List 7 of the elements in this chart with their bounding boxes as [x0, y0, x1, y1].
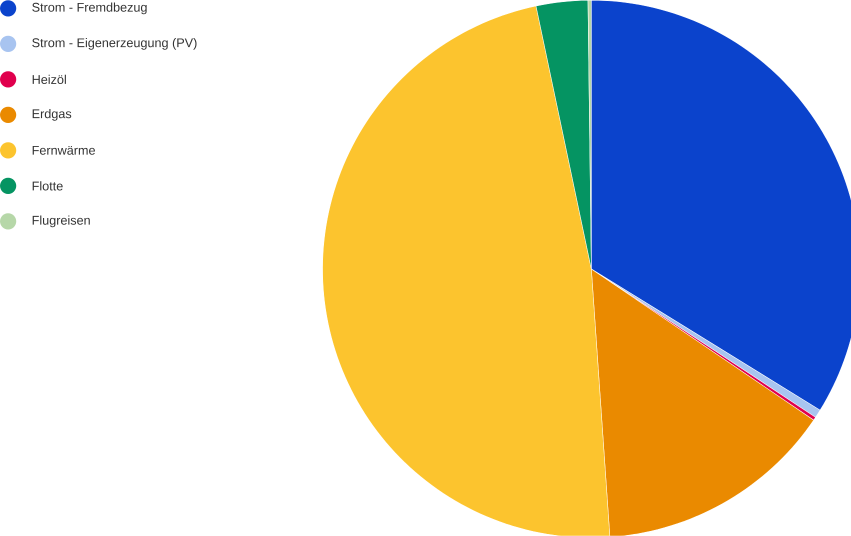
legend-label: Flugreisen	[32, 216, 90, 228]
legend-label: Heizöl	[32, 74, 66, 84]
legend-label: Strom - Fremdbezug	[32, 2, 147, 14]
legend-label: Erdgas	[32, 109, 72, 121]
legend-label: Fernwärme	[32, 146, 95, 155]
legend-label: Flotte	[32, 181, 63, 191]
legend-label: Strom - Eigenerzeugung (PV)	[32, 38, 197, 50]
